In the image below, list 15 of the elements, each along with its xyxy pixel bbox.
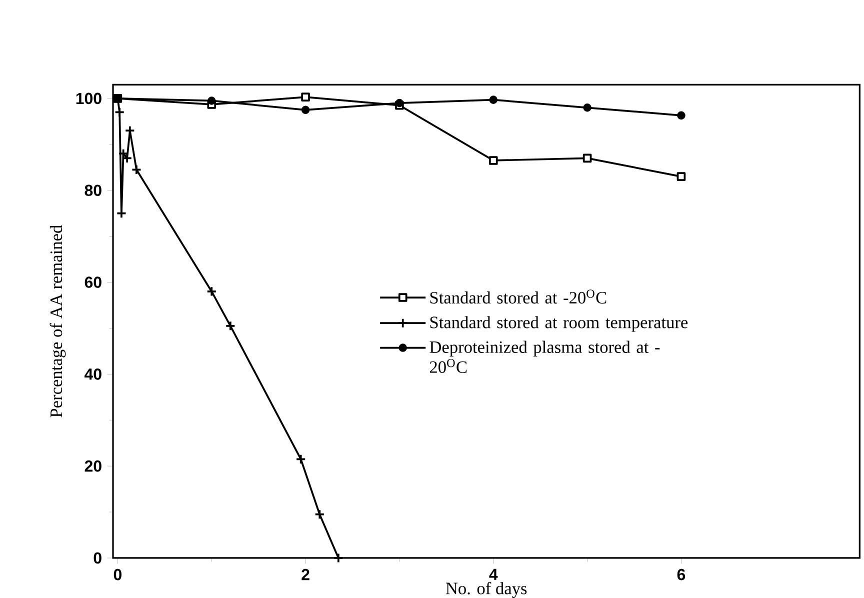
- legend-label: Deproteinized plasma stored at -20$^{O}$C: [430, 340, 660, 373]
- y-tick-label: 20: [84, 460, 102, 472]
- legend-label: Standard stored at -20$^{O}$C: [430, 290, 606, 304]
- x-tick-label: 4: [489, 568, 498, 580]
- x-tick-label: 6: [677, 568, 686, 580]
- x-axis-title: No. of days: [446, 582, 527, 598]
- y-tick-label: 60: [84, 276, 102, 288]
- y-tick-label: 0: [94, 552, 102, 564]
- y-tick-label: 100: [76, 92, 102, 104]
- x-tick-label: 0: [114, 568, 122, 580]
- y-axis-title: Percentage of AA remained: [50, 225, 66, 418]
- legend-label: Standard stored at room temperature: [430, 316, 688, 332]
- y-tick-label: 80: [84, 184, 102, 196]
- y-tick-label: 40: [84, 368, 102, 380]
- x-tick-label: 2: [302, 568, 310, 580]
